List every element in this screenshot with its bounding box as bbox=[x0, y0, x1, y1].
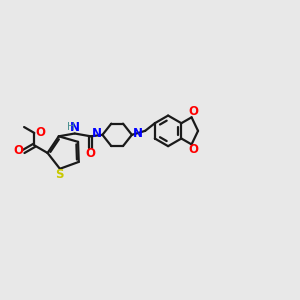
Text: S: S bbox=[55, 169, 64, 182]
Text: N: N bbox=[70, 121, 80, 134]
Text: O: O bbox=[188, 105, 198, 118]
Text: O: O bbox=[86, 148, 96, 160]
Text: N: N bbox=[92, 128, 102, 140]
Text: H: H bbox=[67, 122, 75, 132]
Text: O: O bbox=[188, 143, 198, 157]
Text: N: N bbox=[133, 128, 143, 140]
Text: O: O bbox=[35, 126, 45, 139]
Text: O: O bbox=[13, 144, 23, 157]
